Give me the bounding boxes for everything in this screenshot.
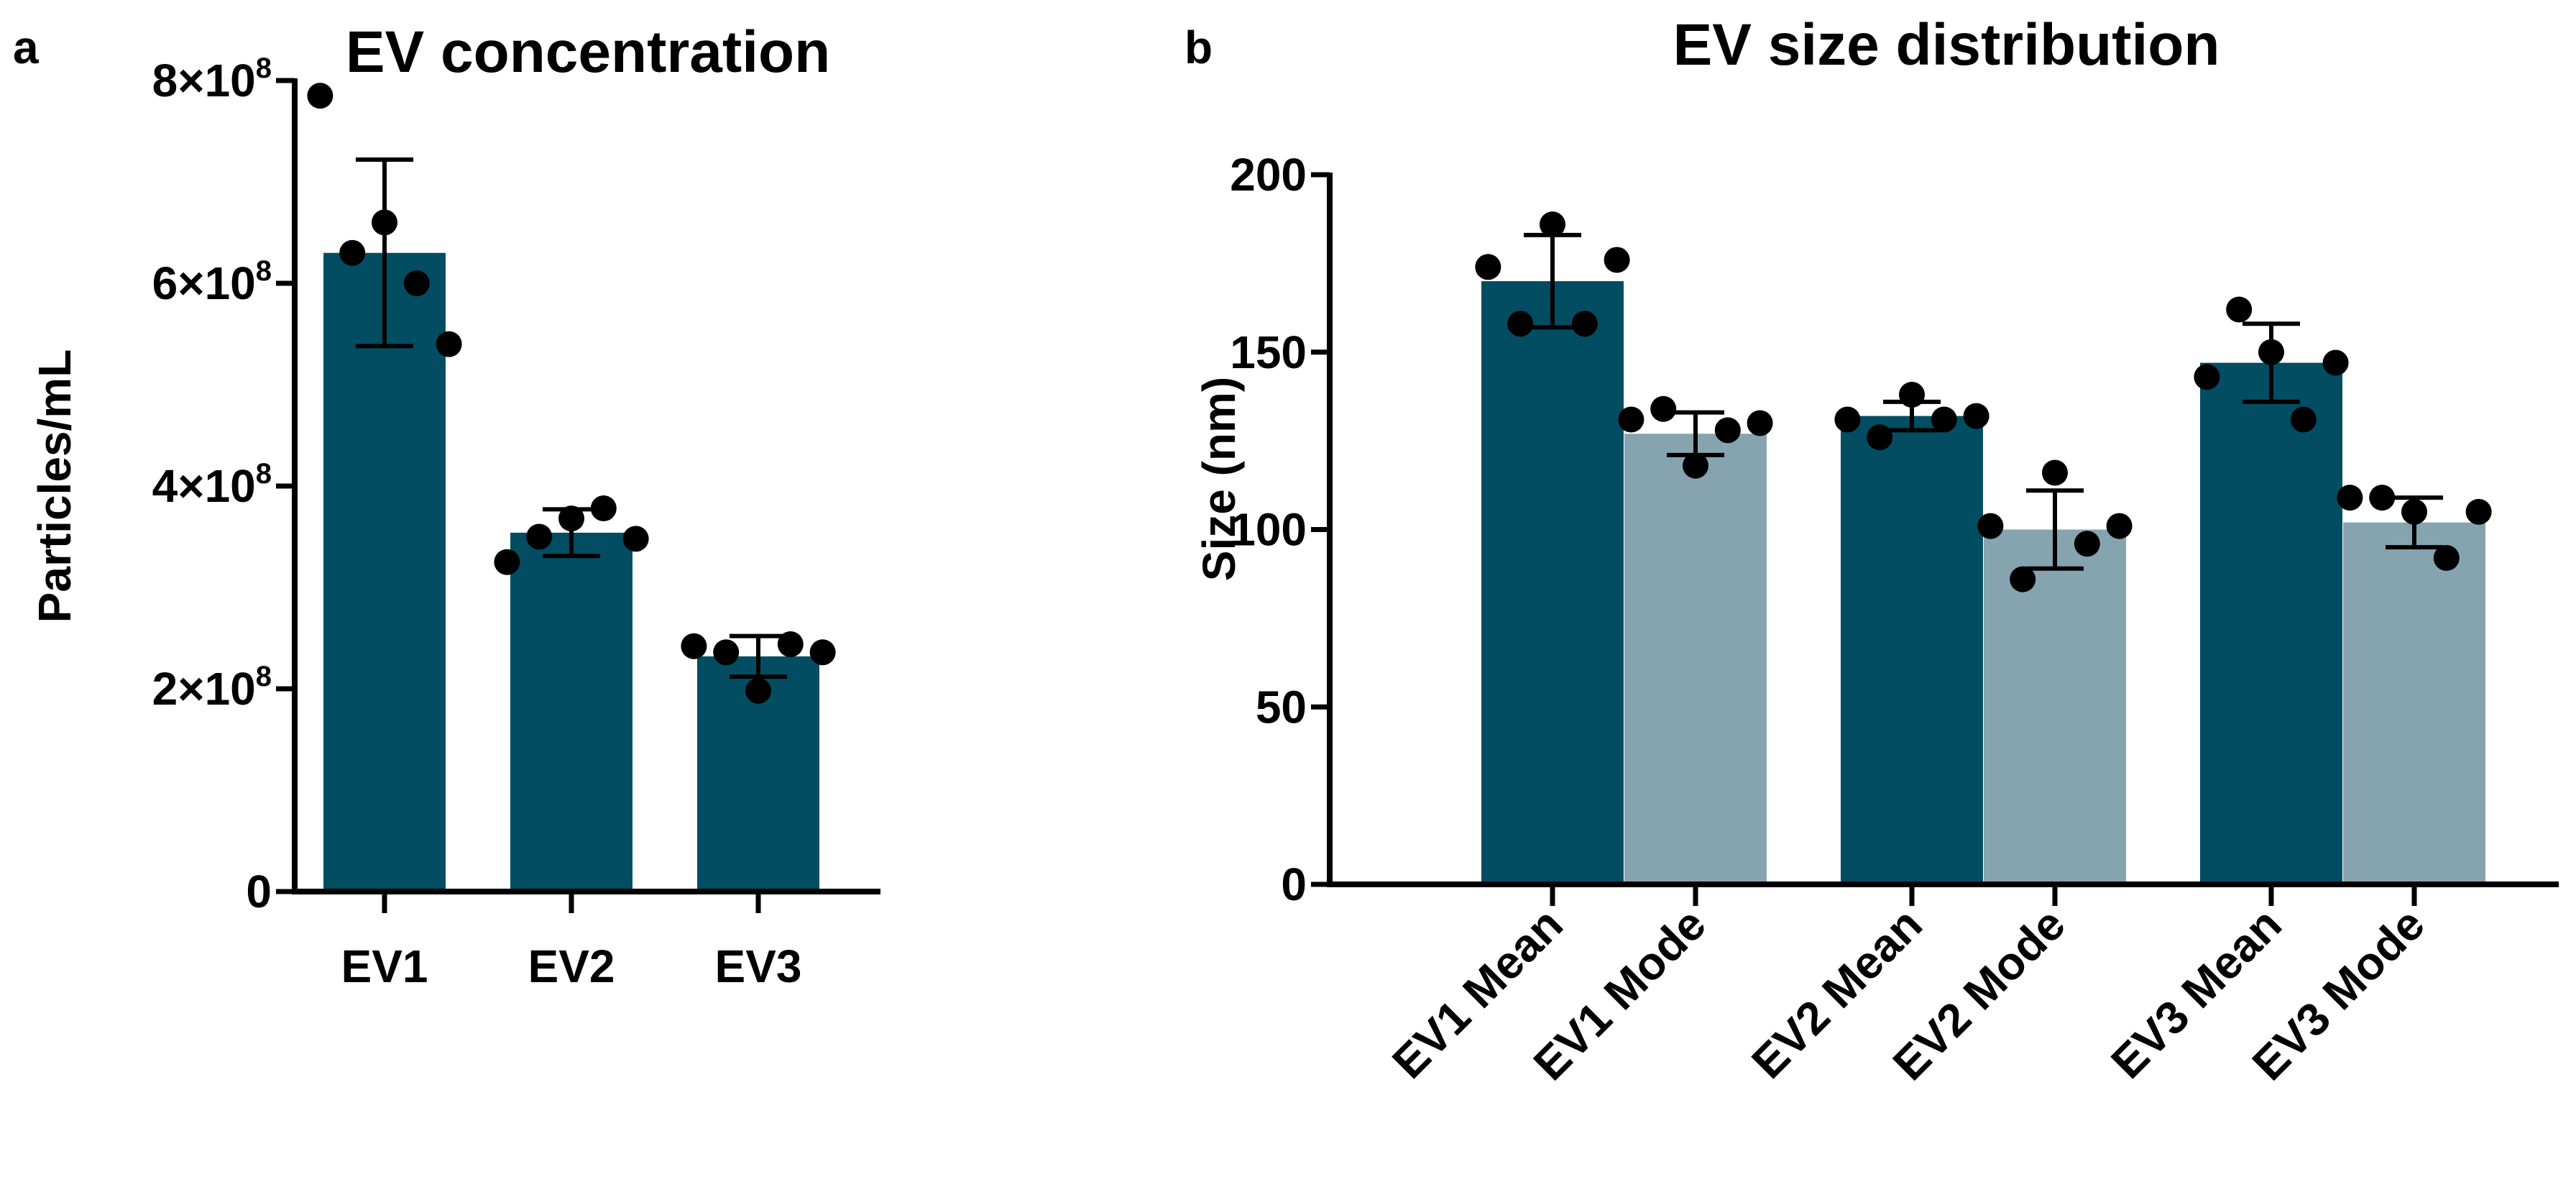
a-data-point-0-2 [372,209,397,236]
a-data-point-1-3 [590,495,617,522]
b-y-tick-label-base-1: 50 [1256,681,1307,733]
b-bar-3 [1984,529,2126,884]
a-y-tick-label-base-0: 0 [246,866,272,917]
b-data-point-5-3 [2433,544,2460,571]
b-data-point-4-2 [2258,339,2284,365]
panel-b-label: b [1184,22,1213,73]
b-bar-5 [2343,522,2485,884]
a-y-tick-label-4: 8×108 [152,52,272,106]
a-data-point-1-4 [622,526,649,552]
b-data-point-2-2 [1899,381,1925,408]
a-data-point-1-2 [558,505,584,532]
b-data-point-0-2 [1540,211,1565,238]
a-data-point-0-3 [403,270,430,296]
a-error-bar-0 [356,157,413,349]
a-data-point-2-3 [777,631,804,657]
a-data-point-2-0 [681,633,707,659]
a-y-tick-label-exponent-2: 8 [256,458,272,490]
b-data-point-3-3 [2074,531,2100,557]
b-data-point-2-1 [1867,424,1893,451]
b-data-point-4-4 [2322,349,2349,376]
a-data-point-2-2 [745,677,771,704]
a-y-tick-label-0: 0 [246,866,272,917]
a-data-point-0-0 [307,83,334,109]
a-data-point-1-0 [494,549,520,575]
b-data-point-3-4 [2106,513,2133,539]
b-data-point-4-0 [2194,364,2220,390]
a-data-point-0-4 [436,331,462,357]
b-y-tick-label-base-3: 150 [1230,326,1307,378]
b-error-bar-3 [2026,488,2084,571]
b-bar-2 [1841,416,1983,884]
a-x-tick-label-1: EV2 [528,940,615,992]
b-y-tick-label-base-4: 200 [1230,149,1307,201]
b-y-tick-label-0: 0 [1281,858,1307,910]
b-data-point-0-0 [1475,254,1501,280]
b-data-point-4-1 [2226,296,2253,323]
a-y-tick-label-2: 4×108 [152,458,272,512]
b-data-point-1-2 [1683,452,1708,479]
b-data-point-2-4 [1963,403,1990,429]
a-data-point-0-1 [339,239,366,266]
a-y-tick-label-base-4: 8×10 [152,55,256,106]
a-y-tick-label-exponent-3: 8 [256,255,272,287]
a-x-tick-label-0: EV1 [341,940,428,992]
b-data-point-5-1 [2369,485,2396,511]
b-y-tick-label-base-0: 0 [1281,858,1307,910]
b-data-point-2-0 [1834,406,1861,433]
chart-a: EV concentrationParticles/mL02×1084×1086… [29,19,880,992]
a-data-point-2-4 [809,639,836,666]
a-x-tick-label-2: EV3 [715,940,802,992]
b-data-point-3-1 [2010,566,2036,592]
b-y-tick-label-base-2: 100 [1230,504,1307,556]
b-bar-0 [1481,281,1624,884]
b-y-tick-label-1: 50 [1256,681,1307,733]
b-y-tick-label-2: 100 [1230,504,1307,556]
b-y-axis-label: Size (nm) [1193,377,1245,581]
a-data-point-1-1 [526,523,553,550]
a-chart-title: EV concentration [346,19,830,85]
a-y-tick-label-base-1: 2×10 [152,663,256,715]
b-data-point-0-4 [1604,247,1630,273]
b-data-point-3-2 [2042,459,2068,486]
a-data-point-2-1 [713,639,740,666]
b-data-point-5-0 [2337,485,2363,511]
b-data-point-1-4 [1747,410,1773,436]
a-y-tick-label-base-2: 4×10 [152,460,256,512]
b-data-point-0-1 [1507,311,1534,337]
panel-a-label: a [13,22,39,73]
b-y-tick-label-4: 200 [1230,149,1307,201]
a-y-tick-label-3: 6×108 [152,255,272,309]
b-data-point-4-3 [2290,406,2317,433]
b-bar-4 [2200,362,2342,884]
b-data-point-1-3 [1714,417,1741,444]
a-y-tick-label-base-3: 6×10 [152,257,256,309]
b-y-tick-label-3: 150 [1230,326,1307,378]
b-bar-1 [1624,434,1767,884]
a-y-tick-label-exponent-4: 8 [256,52,272,84]
a-error-bar-2 [730,633,787,679]
b-data-point-1-1 [1650,395,1677,422]
b-data-point-0-3 [1571,311,1598,337]
b-data-point-5-4 [2465,498,2492,525]
b-data-point-2-3 [1931,406,1957,433]
a-y-tick-label-exponent-1: 8 [256,661,272,692]
b-data-point-5-2 [2401,498,2427,525]
chart-b: EV size distribution Size (nm) 0 50 100 150 20… [1193,12,2559,1090]
a-y-axis-label: Particles/mL [29,349,80,623]
a-bar-0 [323,252,446,892]
a-bar-1 [510,532,632,892]
b-data-point-3-0 [1977,513,2004,539]
b-data-point-1-0 [1618,406,1644,433]
a-y-tick-label-1: 2×108 [152,661,272,715]
b-chart-title: EV size distribution [1673,12,2220,78]
